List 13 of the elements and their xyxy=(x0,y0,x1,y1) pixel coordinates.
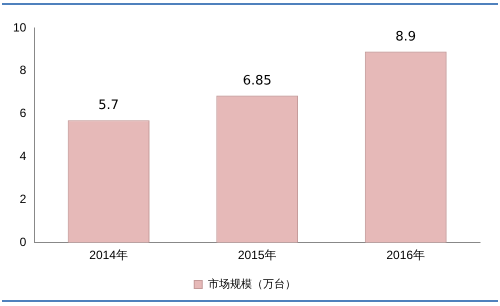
x-tick-label: 2015年 xyxy=(238,248,277,262)
legend-label: 市场规模（万台） xyxy=(208,277,296,290)
y-tick-label: 0 xyxy=(20,234,27,249)
y-tick-label: 6 xyxy=(20,106,27,120)
y-tick-label: 2 xyxy=(20,192,27,206)
x-tick-label: 2014年 xyxy=(89,248,128,262)
data-label: 8.9 xyxy=(395,29,416,44)
y-tick-label: 10 xyxy=(12,20,27,34)
data-label: 6.85 xyxy=(242,73,272,88)
y-tick-label: 4 xyxy=(20,149,27,164)
x-tick-label: 2016年 xyxy=(386,248,426,262)
data-label: 5.7 xyxy=(98,98,119,114)
y-tick-label: 8 xyxy=(20,63,27,78)
